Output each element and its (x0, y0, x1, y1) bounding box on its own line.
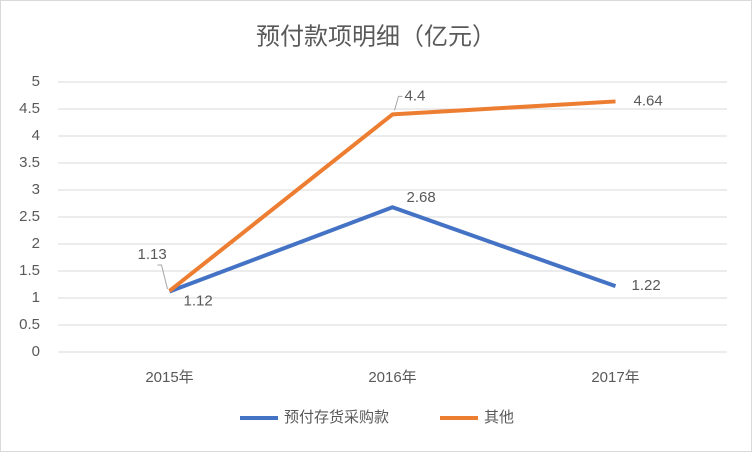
y-tick-label: 5 (32, 73, 40, 90)
y-tick-label: 1.5 (19, 262, 40, 279)
data-label: 1.13 (138, 246, 167, 263)
data-label: 4.64 (634, 92, 663, 109)
legend-label: 其他 (484, 409, 514, 426)
y-tick-label: 0.5 (19, 316, 40, 333)
y-tick-label: 4.5 (19, 100, 40, 117)
y-tick-label: 1 (32, 289, 40, 306)
series-line (168, 205, 617, 294)
series-line (168, 99, 616, 293)
y-tick-label: 3 (32, 181, 40, 198)
y-tick-label: 0 (32, 343, 40, 360)
label-leader (157, 264, 168, 290)
y-tick-label: 2 (32, 235, 40, 252)
data-label: 1.12 (184, 292, 213, 309)
data-label: 4.4 (405, 87, 426, 104)
y-tick-label: 4 (32, 127, 40, 144)
legend-label: 预付存货采购款 (284, 409, 389, 426)
x-tick-label: 2015年 (145, 369, 193, 386)
y-tick-label: 2.5 (19, 208, 40, 225)
data-label: 2.68 (407, 189, 436, 206)
y-tick-label: 3.5 (19, 154, 40, 171)
x-tick-label: 2017年 (591, 369, 639, 386)
x-tick-label: 2016年 (368, 369, 416, 386)
label-leader (394, 95, 403, 111)
chart-title: 预付款项明细（亿元） (256, 23, 496, 50)
data-label: 1.22 (632, 277, 661, 294)
